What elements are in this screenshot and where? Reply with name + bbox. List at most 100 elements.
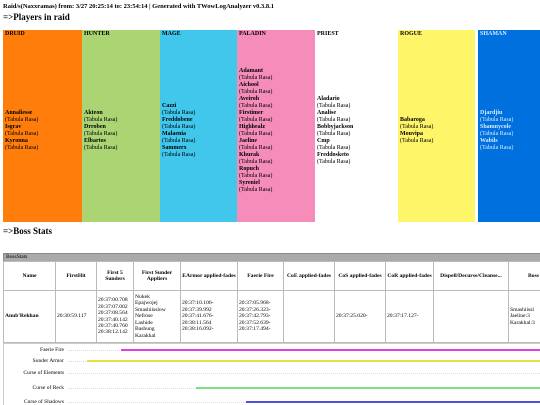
player-guild: (Tabula Rasa) — [317, 117, 351, 123]
player-name: Drroben — [84, 124, 106, 130]
player-name: Freddosketo — [317, 152, 349, 158]
cell-line: Karakhal:3 — [510, 319, 535, 326]
player-name: Annaliesse — [5, 110, 33, 116]
cell-line: Smashiissl — [510, 306, 534, 313]
class-name: PRIEST — [317, 31, 339, 37]
cell-line: Nefrose — [135, 313, 153, 320]
cell-line: 20:37:00.708 — [98, 297, 128, 304]
column-header: EArmor applied-fades — [180, 261, 238, 291]
player-name: Aladario — [317, 96, 340, 102]
header-row: Name FirstHit First 5 Sunders First Sunder … — [3, 261, 540, 291]
cell: Smashiissl Jaeline:3 Karakhal:3 — [508, 290, 540, 343]
player-name: Analise — [317, 110, 337, 116]
player-guild: (Tabula Rasa) — [317, 145, 351, 151]
player-guild: (Tabula Rasa) — [239, 173, 273, 179]
player-name: Kyronna — [5, 138, 28, 144]
player-guild: (Tabula Rasa) — [317, 103, 351, 109]
player-guild: (Tabula Rasa) — [162, 152, 196, 158]
cell-line: Smashiisslow — [135, 306, 166, 313]
player-list: Djardjiu (Tabula Rasa) Shamnycole (Tabula R… — [478, 40, 540, 222]
cell-line: 20:37:10.106- — [182, 300, 214, 307]
player-name: Highhealz — [239, 124, 266, 130]
cell: 20:37:00.708 20:37:07.002 20:37:08.564 20:3… — [96, 290, 134, 343]
cell — [433, 290, 509, 343]
class-column: PALADIN Adamant (Tabula Rasa) Aichool (Tabul… — [237, 30, 315, 222]
player-name: Cmp — [317, 138, 330, 144]
cell-line: 20:37:05.968- — [239, 300, 271, 307]
column-header: CoE applied-fades — [283, 261, 335, 291]
column-header: Name — [3, 261, 56, 291]
player-guild: (Tabula Rasa) — [480, 145, 514, 151]
player-list: Babaroga (Tabula Rasa) Mouvipa (Tabula Rasa… — [398, 40, 475, 222]
player-guild: (Tabula Rasa) — [162, 138, 196, 144]
class-column: PRIEST Aladario (Tabula Rasa) Analise (Tabul… — [315, 30, 395, 222]
class-column: ROGUE Babaroga (Tabula Rasa) Mouvipa (Tabula… — [398, 30, 475, 222]
boss-table: Name FirstHit First 5 Sunders First Sunder … — [3, 261, 540, 343]
cell-line: 20:37:39.992 — [182, 306, 212, 313]
player-guild: (Tabula Rasa) — [84, 117, 118, 123]
player-guild: (Tabula Rasa) — [239, 159, 273, 165]
player-guild: (Tabula Rasa) — [239, 89, 273, 95]
section-heading: =>Boss Stats — [3, 226, 53, 236]
column-header: Boss Pa >1 — [508, 261, 540, 291]
class-column: HUNTER Akteon (Tabula Rasa) Drroben (Tabula … — [82, 30, 160, 222]
column-header: First 5 Sunders — [96, 261, 134, 291]
cell-line: 20:37:52.639- — [239, 319, 271, 326]
cell: Nukek Epajwojej Smashiisslow Nefrose Lashide… — [133, 290, 181, 343]
cell: Anub'Rekhan — [3, 290, 56, 343]
cell-line: Karakhal — [135, 332, 156, 339]
cell-line: 20:38:16.092- — [182, 326, 214, 333]
column-header: First Sunder Appliers — [133, 261, 181, 291]
class-name: SHAMAN — [480, 31, 507, 37]
player-name: Akteon — [84, 110, 103, 116]
column-header: CoR applied-fades — [385, 261, 434, 291]
cell: 20:37:17.127- — [385, 290, 434, 343]
player-guild: (Tabula Rasa) — [5, 117, 39, 123]
data-row: Anub'Rekhan 20:30:59.117 20:37:00.708 20:37… — [3, 290, 540, 343]
lane-label: Curse of Reck — [32, 385, 64, 391]
player-name: Djardjiu — [480, 110, 503, 116]
player-guild: (Tabula Rasa) — [317, 159, 351, 165]
cell — [283, 290, 335, 343]
player-guild: (Tabula Rasa) — [317, 131, 351, 137]
player-list: Aladario (Tabula Rasa) Analise (Tabula Rasa… — [315, 40, 395, 222]
player-guild: (Tabula Rasa) — [84, 131, 118, 137]
player-guild: (Tabula Rasa) — [400, 124, 434, 130]
player-guild: (Tabula Rasa) — [239, 145, 273, 151]
player-name: Shamnycole — [480, 124, 512, 130]
player-guild: (Tabula Rasa) — [162, 124, 196, 130]
player-name: Babaroga — [400, 117, 425, 123]
section-heading: =>Players in raid — [3, 12, 70, 22]
column-header: CoS applied-fades — [334, 261, 386, 291]
cell-line: 20:37:08.564 — [98, 310, 128, 317]
player-guild: (Tabula Rasa) — [480, 131, 514, 137]
player-guild: (Tabula Rasa) — [480, 117, 514, 123]
timeline: Faerie Fire Sunder Armor Curse of Elements… — [3, 343, 540, 405]
cell-line: 20:37:07.002 — [98, 303, 128, 310]
player-guild: (Tabula Rasa) — [162, 110, 196, 116]
class-name: DRUID — [5, 31, 25, 37]
cell: 20:37:25.020- — [334, 290, 386, 343]
player-name: Mouvipa — [400, 131, 424, 137]
lane-label: Faerie Fire — [40, 347, 64, 353]
player-name: Aichool — [239, 82, 259, 88]
cell-line: Nukek — [135, 294, 150, 301]
cell: 20:37:10.106- 20:37:39.992 20:37:41.676- 20… — [180, 290, 238, 343]
lane-bar — [246, 401, 540, 403]
cell-line: 20:38:12.142 — [98, 329, 128, 336]
cell-line: Anub'Rekhan — [5, 313, 39, 320]
player-guild: (Tabula Rasa) — [400, 138, 434, 144]
player-list: Annaliesse (Tabula Rasa) Isgrav (Tabula Ras… — [3, 40, 82, 222]
cell-line: 20:38:11.564 — [182, 319, 212, 326]
cell-line: 20:37:26.323- — [239, 306, 271, 313]
player-name: Malaenia — [162, 131, 186, 137]
class-name: ROGUE — [400, 31, 423, 37]
player-name: Cazzi — [162, 103, 177, 109]
cell-line: Lashide — [135, 319, 153, 326]
lane-label: Curse of Shadows — [23, 399, 64, 405]
player-name: Jaeline — [239, 138, 257, 144]
class-column: SHAMAN Djardjiu (Tabula Rasa) Shamnycole (Ta… — [478, 30, 540, 222]
class-column: DRUID Annaliesse (Tabula Rasa) Isgrav (Tabul… — [3, 30, 82, 222]
player-name: Ropuch — [239, 166, 260, 172]
